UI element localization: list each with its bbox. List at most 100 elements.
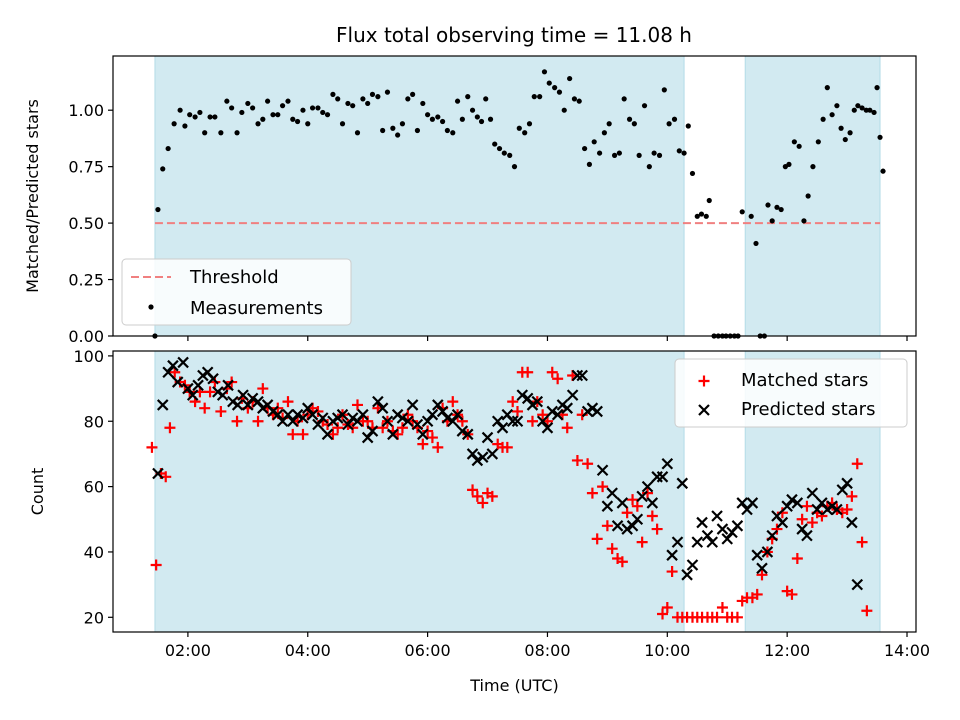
count-panel: 02:00 04:00 06:00 08:00 10:00 12:00 14:00 20 40 6… <box>28 347 930 695</box>
ratio-panel: 0.00 0.25 0.50 0.75 1.00 Matched/Predicted st… <box>23 55 917 346</box>
measurement-point <box>405 96 411 102</box>
predicted-star-point <box>406 399 419 411</box>
predicted-star-point <box>402 415 414 428</box>
matched-star-point <box>731 611 743 623</box>
measurement-point <box>507 152 513 158</box>
predicted-star-point <box>676 477 689 490</box>
predicted-star-point <box>506 415 519 428</box>
measurement-point <box>255 121 261 127</box>
y-tick-label: 0.75 <box>68 158 104 177</box>
axes-frame <box>112 55 917 337</box>
measurement-point <box>375 94 381 100</box>
predicted-star-point <box>177 356 189 369</box>
predicted-star-point <box>432 399 444 411</box>
measurement-point <box>815 139 821 145</box>
matched-star-point <box>467 484 479 496</box>
measurement-point <box>182 123 188 129</box>
predicted-star-point <box>316 412 329 424</box>
matched-star-point <box>150 559 162 571</box>
measurement-point <box>706 197 712 204</box>
x-tick-label: 12:00 <box>764 641 810 660</box>
matched-star-point <box>164 422 176 434</box>
predicted-star-point <box>561 402 574 414</box>
matched-star-point <box>786 588 798 600</box>
matched-star-point <box>377 422 389 434</box>
measurement-point <box>582 145 588 152</box>
predicted-star-point <box>207 372 219 385</box>
predicted-star-point <box>237 389 249 401</box>
predicted-star-point <box>571 369 584 382</box>
predicted-star-point <box>297 412 309 424</box>
predicted-star-point <box>321 428 334 441</box>
predicted-star-point <box>387 428 399 441</box>
legend: Matched stars Predicted stars <box>674 358 908 428</box>
legend-box <box>674 358 908 428</box>
predicted-star-point <box>372 395 384 408</box>
measurement-point <box>769 218 775 224</box>
measurement-point <box>212 114 218 120</box>
measurement-point <box>786 161 792 167</box>
measurement-point <box>698 211 705 217</box>
measurement-point <box>469 107 476 113</box>
axes-frame <box>112 350 917 633</box>
measurement-point <box>656 152 663 158</box>
measurement-point <box>676 148 682 154</box>
measurement-point <box>399 121 406 127</box>
predicted-star-point <box>436 405 449 418</box>
predicted-star-point <box>671 536 684 548</box>
measurement-point <box>552 85 558 91</box>
matched-star-point <box>327 428 339 440</box>
matched-star-point <box>666 566 678 578</box>
measurement-point <box>315 105 321 111</box>
legend-predicted-swatch <box>698 404 710 416</box>
matched-star-point <box>597 481 609 493</box>
measurement-point <box>390 125 396 131</box>
matched-star-point <box>561 422 573 434</box>
matched-star-point <box>297 428 309 440</box>
matched-star-point <box>456 415 468 427</box>
measurement-point <box>435 114 441 120</box>
matched-star-point <box>432 441 444 453</box>
measurement-point <box>487 116 494 122</box>
measurement-point <box>824 85 830 91</box>
matched-star-point <box>522 366 534 378</box>
matched-star-point <box>661 601 673 613</box>
matched-star-point <box>204 386 216 398</box>
matched-star-point <box>252 415 264 427</box>
predicted-star-point <box>716 523 729 535</box>
predicted-star-point <box>806 487 819 499</box>
measurement-point <box>250 105 256 111</box>
measurement-point <box>483 96 489 102</box>
x-tick-label: 08:00 <box>524 641 570 660</box>
measurement-point <box>245 100 251 107</box>
matched-star-point <box>257 383 269 395</box>
matched-star-point <box>627 494 639 506</box>
measurement-point <box>202 130 208 136</box>
measurement-point <box>345 100 351 107</box>
measurement-point <box>748 213 754 219</box>
x-tick-label: 14:00 <box>884 641 930 660</box>
measurement-point <box>526 121 533 127</box>
matched-star-point <box>771 523 783 535</box>
predicted-star-point <box>376 402 389 414</box>
measurement-point <box>439 118 446 125</box>
matched-star-point <box>751 588 763 600</box>
predicted-star-point <box>231 399 244 411</box>
predicted-star-point <box>162 366 174 379</box>
matched-star-point <box>486 490 498 502</box>
measurement-point <box>265 98 271 104</box>
measurement-point <box>465 94 471 100</box>
measurement-point <box>641 103 648 109</box>
measurement-point <box>601 130 607 136</box>
predicted-star-point <box>182 382 194 395</box>
predicted-star-point <box>246 392 259 405</box>
matched-star-point <box>756 569 768 581</box>
matched-star-point <box>846 490 858 502</box>
measurement-point <box>414 127 421 134</box>
predicted-star-point <box>252 395 264 408</box>
measurement-point <box>290 116 296 122</box>
predicted-star-point <box>686 559 699 571</box>
predicted-star-point <box>851 578 864 591</box>
matched-star-point <box>716 601 728 613</box>
